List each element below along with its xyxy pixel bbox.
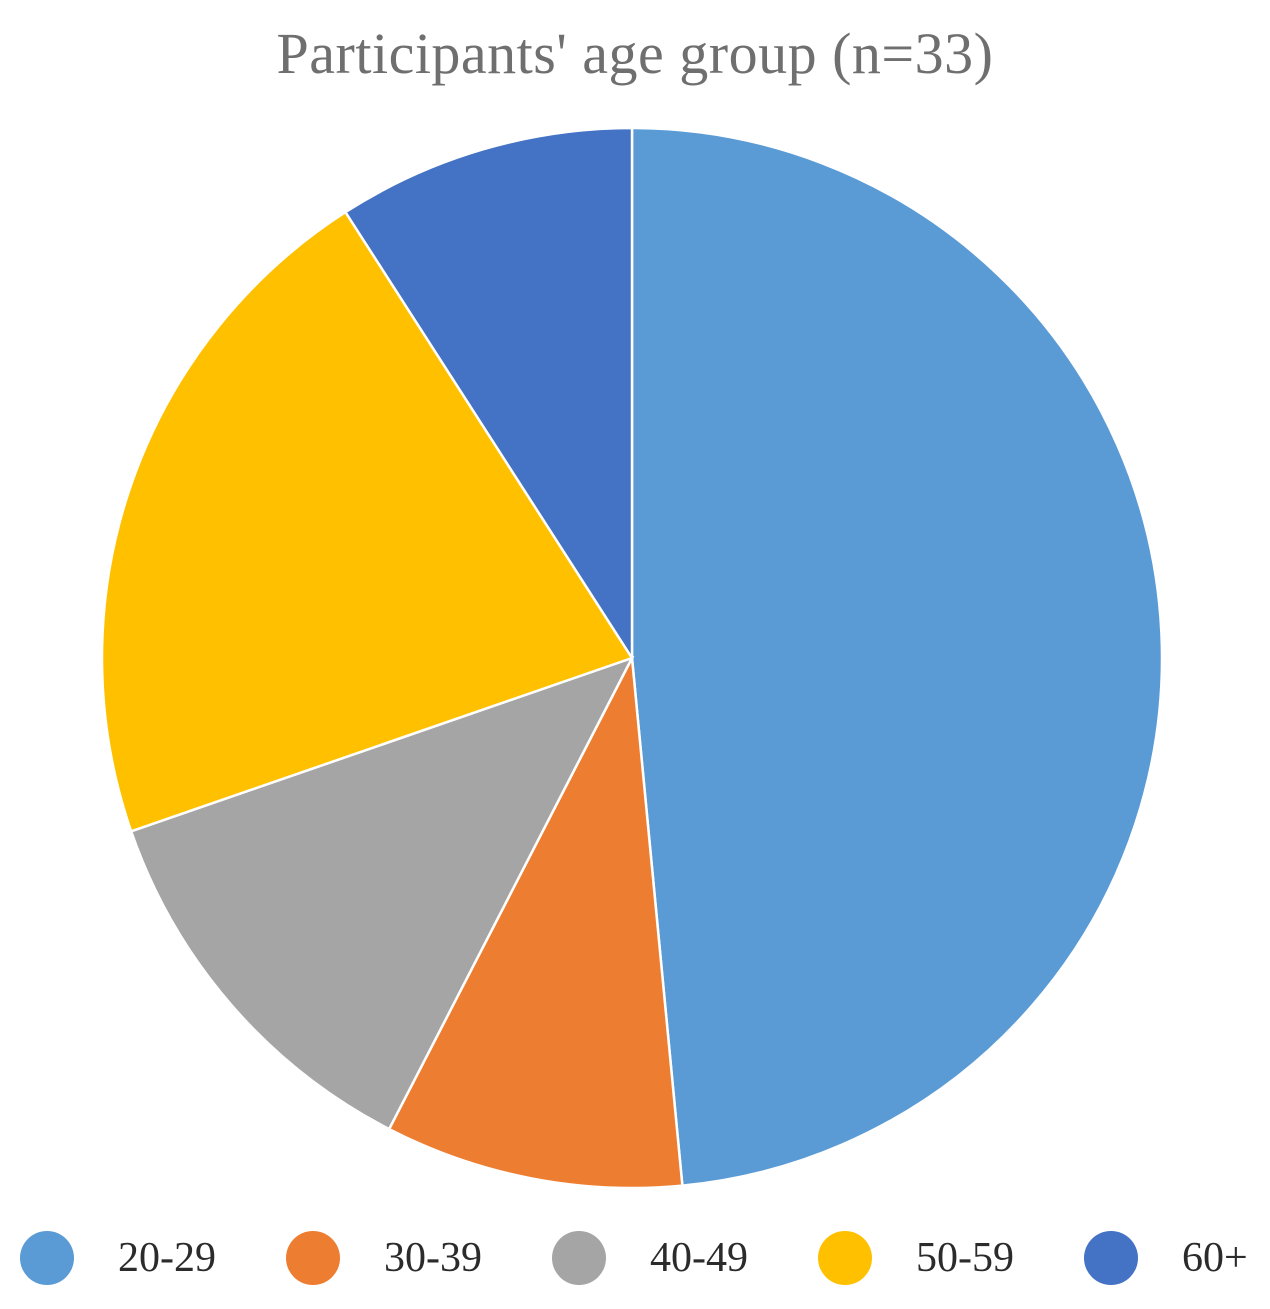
legend-item-20-29: 20-29 — [20, 1218, 216, 1298]
pie-chart — [100, 126, 1164, 1190]
chart-legend: 20-29 30-39 40-49 50-59 60+ — [0, 1218, 1270, 1298]
legend-swatch — [20, 1231, 74, 1285]
pie-slice-20-29 — [630, 126, 1164, 1187]
legend-item-60-plus: 60+ — [1084, 1218, 1248, 1298]
legend-label: 20-29 — [118, 1235, 216, 1281]
pie-slice-50-59 — [100, 210, 634, 833]
legend-item-40-49: 40-49 — [552, 1218, 748, 1298]
pie-slice-40-49 — [129, 655, 635, 1131]
legend-swatch — [286, 1231, 340, 1285]
legend-swatch — [552, 1231, 606, 1285]
legend-label: 30-39 — [384, 1235, 482, 1281]
pie-slices — [100, 126, 1164, 1190]
legend-swatch — [1084, 1231, 1138, 1285]
chart-title: Participants' age group (n=33) — [276, 21, 994, 86]
legend-swatch — [818, 1231, 872, 1285]
legend-label: 60+ — [1182, 1235, 1248, 1281]
legend-item-30-39: 30-39 — [286, 1218, 482, 1298]
legend-label: 50-59 — [916, 1235, 1014, 1281]
legend-label: 40-49 — [650, 1235, 748, 1281]
pie-slice-30-39 — [387, 653, 684, 1190]
pie-slice-60-plus — [343, 126, 634, 663]
legend-item-50-59: 50-59 — [818, 1218, 1014, 1298]
